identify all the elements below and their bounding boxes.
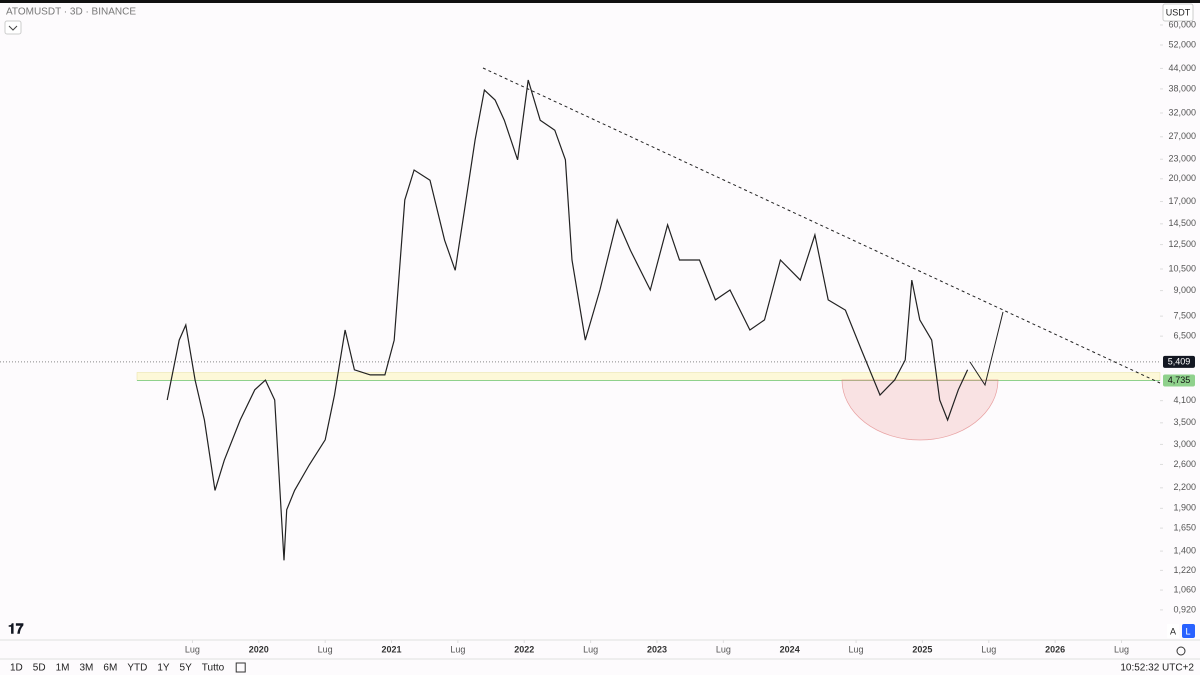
log-scale[interactable] [1182, 624, 1195, 638]
y-tick-label: 0,920 [1173, 604, 1196, 614]
auto-scale[interactable] [1167, 624, 1179, 638]
y-tick-label: 1,900 [1173, 503, 1196, 513]
x-tick-label: Lug [849, 644, 864, 654]
x-tick-label: 2024 [780, 644, 800, 654]
settings[interactable] [1176, 646, 1186, 656]
scale-a: A [1170, 626, 1176, 636]
currency-button[interactable] [1162, 3, 1194, 22]
y-tick-label: 60,000 [1168, 19, 1196, 29]
symbol: ATOMUSDT · 3D · BINANCE [6, 7, 136, 18]
y-tick-label: 20,000 [1168, 173, 1196, 183]
x-tick-label: Lug [450, 644, 465, 654]
y-tick-label: 23,000 [1168, 154, 1196, 164]
price-tag-label: 5,409 [1168, 356, 1191, 366]
y-tick-label: 12,500 [1168, 239, 1196, 249]
y-tick-label: 4,100 [1173, 395, 1196, 405]
currency: USDT [1166, 7, 1191, 17]
price-tag-label: 4,735 [1168, 375, 1191, 385]
x-tick-label: 2025 [912, 644, 932, 654]
chevron [8, 25, 18, 31]
projection-arrow [969, 311, 1004, 387]
y-tick-label: 7,500 [1173, 310, 1196, 320]
scale-l: L [1185, 626, 1190, 636]
calendar-icon[interactable] [235, 662, 246, 673]
y-tick-label: 9,000 [1173, 285, 1196, 295]
x-tick-label: 2021 [382, 644, 402, 654]
range-button[interactable]: Tutto [202, 663, 225, 674]
y-tick-label: 17,000 [1168, 196, 1196, 206]
y-tick-label: 3,500 [1173, 417, 1196, 427]
base-arc [841, 379, 999, 441]
y-tick-label: 27,000 [1168, 131, 1196, 141]
price-tag [1163, 355, 1195, 368]
support-zone [136, 372, 1161, 381]
x-tick-label: 2022 [514, 644, 534, 654]
y-tick-label: 1,060 [1173, 584, 1196, 594]
y-tick-label: 3,000 [1173, 439, 1196, 449]
x-tick-label: 2020 [249, 644, 269, 654]
x-tick-label: Lug [318, 644, 333, 654]
top-bar [0, 0, 1200, 3]
y-tick-label: 1,400 [1173, 545, 1196, 555]
y-tick-label: 10,500 [1168, 263, 1196, 273]
y-tick-label: 6,500 [1173, 331, 1196, 341]
x-tick-label: 2023 [647, 644, 667, 654]
x-tick-label: Lug [583, 644, 598, 654]
range-button[interactable]: 5Y [180, 663, 193, 674]
y-tick-label: 32,000 [1168, 107, 1196, 117]
range-button[interactable]: 6M [103, 663, 117, 674]
x-tick-label: Lug [185, 644, 200, 654]
range-button[interactable]: YTD [127, 663, 147, 674]
collapse-button[interactable] [4, 20, 22, 35]
y-tick-label: 2,200 [1173, 482, 1196, 492]
x-tick-label: Lug [716, 644, 731, 654]
y-tick-label: 1,220 [1173, 565, 1196, 575]
y-tick-label: 44,000 [1168, 63, 1196, 73]
y-tick-label: 14,500 [1168, 218, 1196, 228]
trend-line [482, 67, 1161, 384]
y-tick-label: 1,650 [1173, 522, 1196, 532]
range-button[interactable]: 1Y [157, 663, 170, 674]
y-tick-label: 38,000 [1168, 83, 1196, 93]
range-button[interactable]: 1M [56, 663, 70, 674]
price-tag [1163, 374, 1195, 387]
toolbar: 1D 5D 1M 3M 6M YTD 1Y 5Y Tutto [10, 662, 246, 674]
x-tick-label: Lug [1114, 644, 1129, 654]
clock: 10:52:32 UTC+2 [1120, 663, 1194, 674]
range-button[interactable]: 5D [33, 663, 46, 674]
x-tick-label: Lug [981, 644, 996, 654]
range-button[interactable]: 3M [80, 663, 94, 674]
price-line-series [166, 79, 969, 561]
tv-logo: 𝟏𝟕 [8, 621, 24, 637]
y-tick-label: 2,600 [1173, 459, 1196, 469]
y-tick-label: 52,000 [1168, 39, 1196, 49]
range-button[interactable]: 1D [10, 663, 23, 674]
x-tick-label: 2026 [1045, 644, 1065, 654]
